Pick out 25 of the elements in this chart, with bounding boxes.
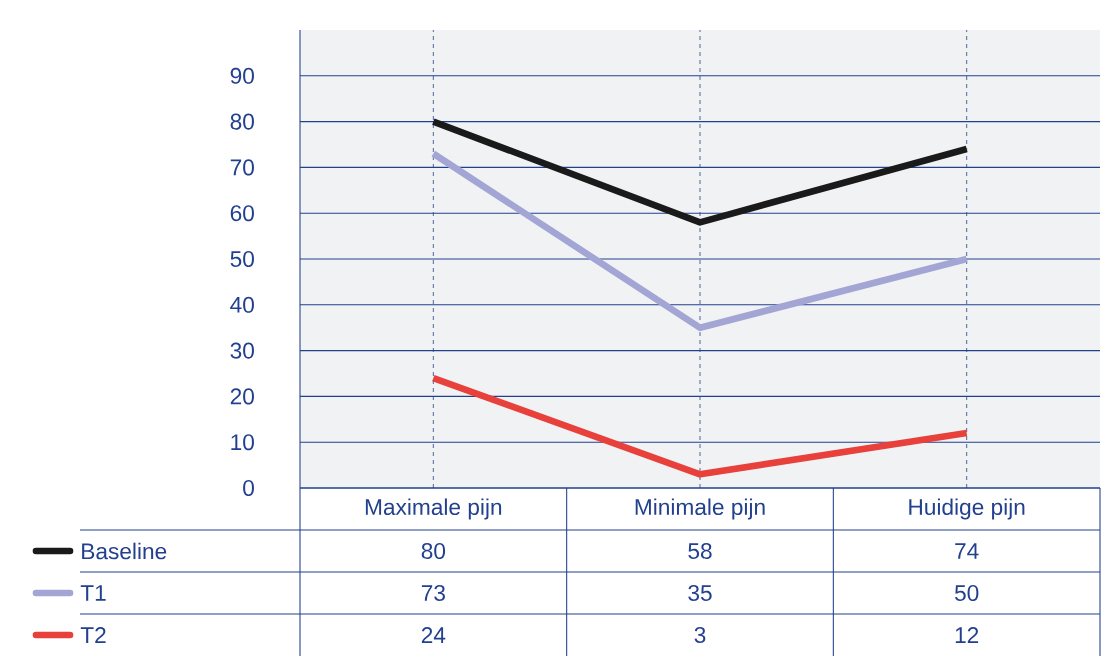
legend-label: T1	[80, 585, 106, 601]
data-label: 80	[421, 542, 446, 560]
x-tick-label: Huidige pijn	[909, 498, 1025, 520]
data-label: 74	[955, 543, 979, 559]
y-tick-label: 60	[230, 205, 254, 222]
data-label: 12	[955, 627, 979, 643]
data-label: 58	[688, 542, 712, 560]
y-tick-label: 0	[243, 479, 254, 497]
data-label: 3	[694, 626, 706, 644]
x-tick-label: Minimale pijn	[635, 498, 765, 520]
legend-label: T2	[80, 627, 106, 643]
data-label: 50	[954, 584, 979, 602]
y-tick-label: 70	[230, 159, 254, 176]
y-tick-label: 90	[230, 67, 254, 84]
y-tick-label: 30	[230, 342, 254, 359]
legend-label: Baseline	[82, 542, 167, 560]
y-tick-label: 40	[230, 296, 254, 313]
y-tick-label: 50	[230, 250, 254, 268]
data-label: 73	[421, 584, 445, 602]
y-tick-label: 10	[231, 434, 254, 451]
x-tick-label: Maximale pijn	[365, 498, 502, 520]
data-label: 24	[421, 627, 446, 643]
y-tick-label: 20	[230, 388, 254, 405]
y-tick-label: 80	[230, 113, 254, 130]
data-label: 35	[688, 584, 712, 602]
